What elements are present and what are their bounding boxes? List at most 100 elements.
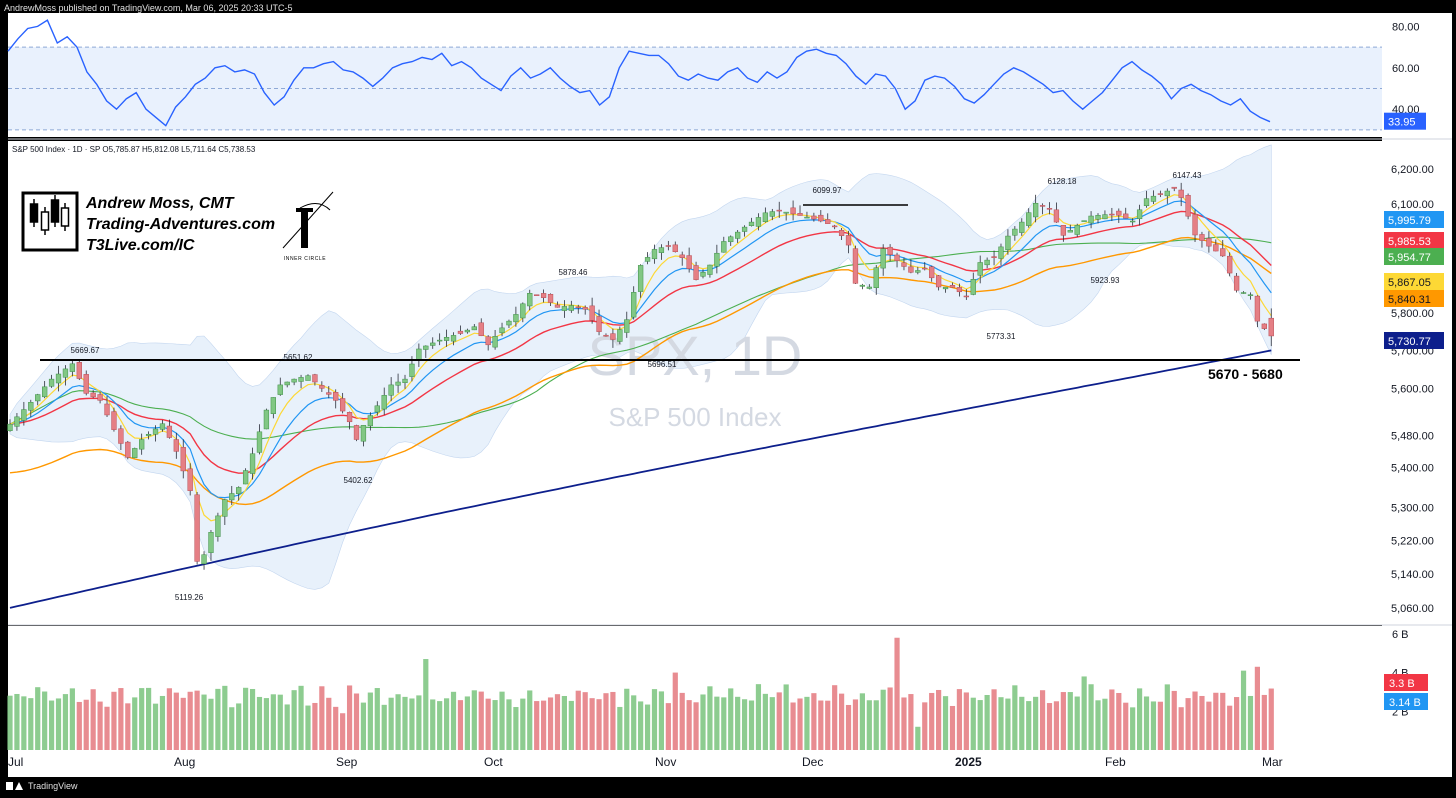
candle-body	[970, 279, 976, 295]
volume-bar	[707, 686, 713, 750]
volume-bar	[1227, 705, 1233, 750]
volume-bar	[686, 700, 692, 750]
candle-body	[180, 447, 186, 472]
volume-bar	[956, 689, 963, 750]
candle-body	[326, 392, 332, 395]
volume-bar	[970, 697, 976, 750]
candle-body	[693, 265, 699, 280]
volume-bar	[998, 697, 1004, 750]
volume-bar	[693, 702, 699, 750]
candle-body	[139, 439, 145, 450]
candle-body	[554, 304, 561, 308]
ma-value-label: 5,954.77	[1388, 252, 1431, 264]
brand-site-2: T3Live.com/IC	[86, 237, 195, 254]
volume-bar	[270, 694, 276, 750]
footer[interactable]: TradingView	[6, 781, 78, 791]
price-tick-label: 5,400.00	[1391, 462, 1434, 474]
volume-bar	[132, 697, 138, 750]
candle-body	[1150, 195, 1157, 202]
candle-body	[1067, 230, 1073, 233]
volume-bar	[672, 672, 678, 750]
volume-bar	[658, 691, 665, 750]
candle-body	[159, 423, 166, 430]
volume-bar	[1053, 701, 1060, 750]
volume-bar	[1136, 688, 1143, 750]
volume-bar	[423, 659, 429, 750]
candle-body	[416, 348, 422, 361]
volume-bar	[866, 700, 872, 750]
candle-body	[1261, 323, 1267, 329]
volume-bar	[762, 693, 768, 750]
candle-body	[776, 209, 782, 212]
volume-bar	[1199, 695, 1205, 750]
candle-body	[741, 226, 748, 232]
candle-body	[97, 394, 103, 401]
candle-body	[811, 215, 817, 220]
tradingview-logo-icon	[6, 781, 24, 791]
candle-body	[1026, 212, 1032, 226]
volume-bar	[1178, 707, 1184, 750]
volume-bar	[381, 704, 387, 750]
candle-body	[14, 416, 20, 427]
candle-body	[540, 293, 547, 298]
candle-body	[236, 487, 242, 495]
volume-bar	[561, 695, 567, 750]
candle-body	[222, 499, 228, 517]
volume-bar	[222, 685, 228, 750]
candle-body	[617, 329, 623, 342]
candle-body	[991, 256, 997, 258]
candle-body	[672, 244, 678, 253]
volume-bar	[776, 692, 782, 750]
ema100-line	[9, 236, 1272, 506]
price-annotation: 6147.43	[1173, 171, 1202, 180]
candle-body	[1005, 235, 1011, 250]
volume-bar	[832, 685, 838, 750]
candle-body	[651, 249, 658, 260]
volume-bar	[582, 692, 588, 750]
candle-body	[942, 286, 949, 290]
volume-bar	[118, 688, 124, 750]
volume-bar	[859, 693, 865, 750]
time-tick-label: Aug	[174, 755, 195, 769]
volume-bar	[388, 697, 394, 750]
volume-bar	[1268, 688, 1274, 750]
candle-body	[118, 428, 124, 444]
volume-bar	[1019, 696, 1025, 750]
candle-body	[783, 211, 789, 214]
volume-bar	[1067, 692, 1073, 750]
candle-body	[1039, 205, 1046, 207]
candle-body	[922, 267, 928, 270]
candle-body	[568, 305, 574, 311]
volume-bar	[229, 707, 235, 750]
candle-body	[215, 515, 221, 537]
candle-body	[1171, 186, 1177, 189]
volume-bar	[631, 695, 637, 750]
candle-body	[915, 270, 921, 273]
candle-body	[631, 292, 637, 318]
inner-circle-caption: INNER CIRCLE	[284, 256, 327, 262]
volume-bar	[541, 700, 547, 750]
price-annotation: 5119.26	[175, 593, 204, 602]
candle-body	[561, 306, 568, 311]
time-tick-label: 2025	[955, 755, 982, 769]
price-tick-label: 5,300.00	[1391, 503, 1434, 515]
candle-body	[69, 363, 76, 372]
volume-bar	[839, 693, 845, 750]
volume-bar	[1261, 694, 1267, 750]
candle-body	[949, 284, 956, 288]
brand-logo-candle	[29, 203, 39, 223]
candle-body	[1240, 292, 1247, 294]
candle-body	[152, 428, 159, 435]
candle-body	[485, 336, 491, 346]
price-tick-label: 5,800.00	[1391, 308, 1434, 320]
volume-bar	[527, 690, 533, 750]
candle-body	[42, 386, 48, 398]
price-tick-label: 6,200.00	[1391, 164, 1434, 176]
volume-bar	[1012, 685, 1018, 750]
candle-body	[880, 248, 886, 269]
volume-bar	[83, 699, 89, 750]
candle-body	[1012, 228, 1018, 236]
symbol-line: S&P 500 Index · 1D · SP O5,785.87 H5,812…	[12, 145, 256, 154]
candle-body	[624, 319, 630, 333]
